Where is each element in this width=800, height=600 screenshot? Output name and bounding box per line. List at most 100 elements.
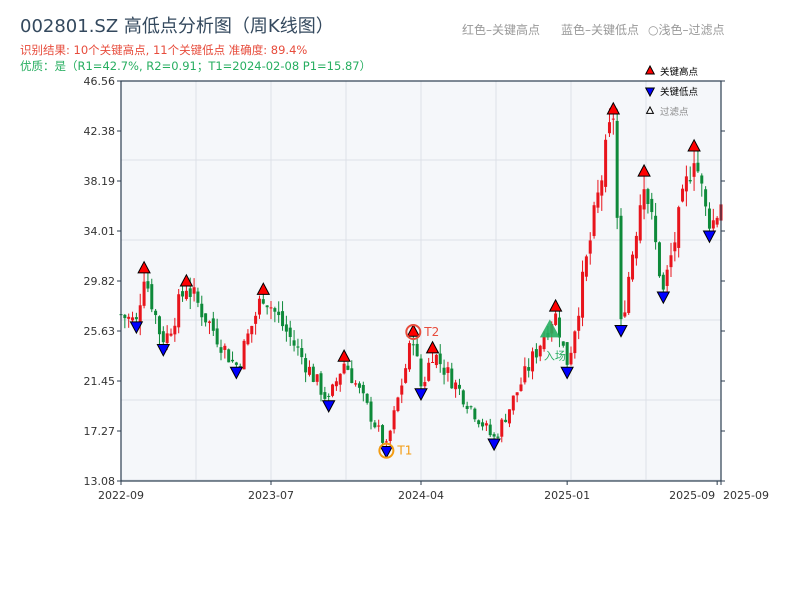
candle-body [196,291,200,303]
candle-body [242,340,246,370]
candle-body [388,430,392,441]
candle-body [373,422,377,428]
candle-body [607,122,611,134]
legend-filtered-icon [645,105,655,114]
candle-body [331,384,335,396]
key-high-marker [256,282,271,295]
legend-low-label: 关键低点 [660,86,699,98]
candle-body [684,176,688,192]
candle-body [711,220,715,229]
candle-body [369,401,373,422]
candle-body [392,410,396,430]
candle-body [457,384,461,389]
candle-body [311,366,315,382]
key-high-marker [548,298,563,312]
candle-body [173,325,177,335]
candle-body [692,163,696,177]
key-high-marker [337,349,351,362]
candle-body [261,299,265,304]
candle-body [554,313,558,325]
candle-body [204,313,208,323]
candle-body [681,188,685,202]
key-low-marker [560,366,574,380]
candle-body [450,368,454,389]
candle-body [492,434,496,437]
candle-body [231,359,235,362]
candle-body [665,269,669,286]
candle-body [481,422,485,427]
legend-low-icon [644,87,656,98]
candle-body [277,311,281,316]
candle-body [565,342,569,365]
key-high-marker [137,260,151,274]
key-high-marker [687,138,701,152]
key-low-marker [614,324,628,338]
candle-body [596,192,600,208]
candle-body [377,425,381,427]
candle-body [265,305,269,308]
candle-body [500,419,504,437]
candle-body [257,298,261,315]
entry-label: 入场 [544,348,566,362]
candle-body [469,406,473,408]
candle-body [650,198,654,213]
candle-body [511,395,515,411]
candle-body [438,353,442,365]
candle-body [473,408,477,420]
candle-body [611,118,615,120]
candle-body [465,405,469,409]
candle-body [584,256,588,277]
candle-body [488,424,492,436]
candle-body [319,373,323,395]
candle-body [181,291,185,297]
result-summary: 识别结果: 10个关键高点, 11个关键低点 准确度: 89.4% [20,43,308,57]
candle-body [381,425,385,443]
candle-body [288,327,292,337]
candle-body [454,382,458,390]
candle-body [384,441,388,443]
candle-body [138,305,142,324]
candle-body [446,367,450,373]
key-low-marker [229,366,244,380]
key-high-marker [637,163,651,177]
candle-body [327,395,331,397]
candle-body [200,303,204,318]
candle-body [507,409,511,424]
candle-body [688,180,692,182]
candle-body [269,307,273,309]
candle-body [577,315,581,331]
candle-body [534,349,538,358]
y-tick-label: 21.45 [84,375,116,388]
candle-body [600,180,604,196]
x-tick-label: 2025-09 [669,489,715,502]
key-low-marker [702,230,717,244]
x-tick-label: 2024-04 [398,489,444,502]
candle-body [223,345,227,350]
candle-body [615,120,619,218]
legend-high-icon [644,64,656,75]
candle-body [434,354,438,366]
candle-body [154,310,158,316]
y-tick-label: 42.38 [84,125,116,138]
candle-body [461,390,465,405]
key-low-marker [129,321,144,335]
key-low-marker [656,291,671,305]
candle-body [238,365,242,367]
candle-body [634,235,638,259]
x-tick-label: 2022-09 [98,489,144,502]
candle-body [150,284,154,310]
candle-body [673,242,677,252]
candle-body [415,343,419,357]
candle-body [346,365,350,370]
key-high-marker [406,323,421,337]
candle-body [407,343,411,370]
candle-body [627,276,631,313]
candle-body [250,325,254,335]
candle-body [496,436,500,438]
candle-body [192,287,196,294]
y-tick-label: 25.63 [84,325,116,338]
candle-body [304,358,308,373]
candle-body [292,340,296,346]
candle-body [419,358,423,387]
